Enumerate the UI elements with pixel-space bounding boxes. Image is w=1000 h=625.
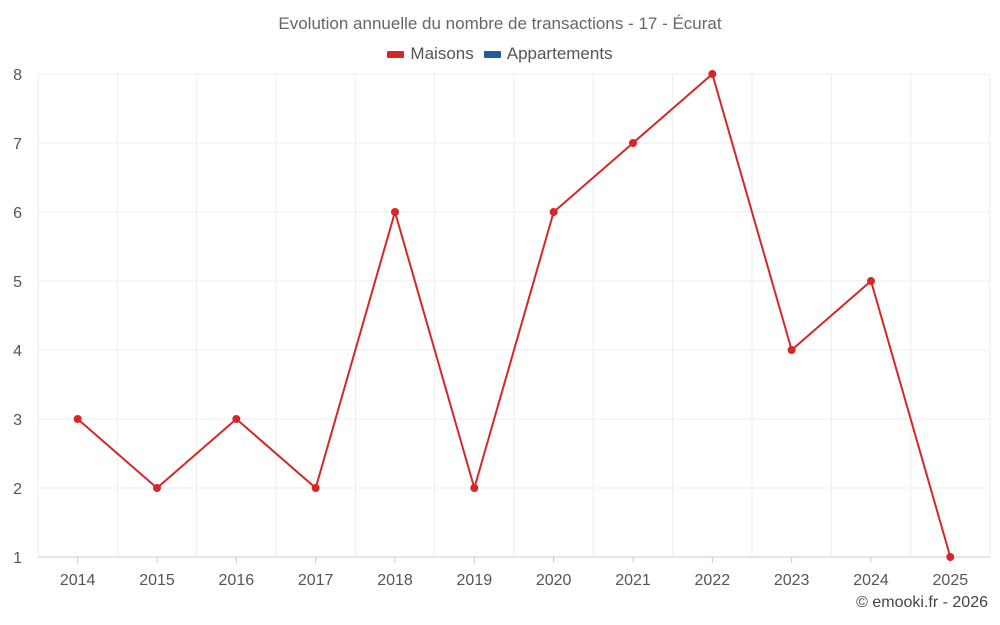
data-point[interactable] xyxy=(629,139,637,147)
x-tick-label: 2021 xyxy=(615,572,651,589)
x-tick-label: 2022 xyxy=(695,572,731,589)
series-line-maisons xyxy=(77,73,952,558)
y-tick-label: 3 xyxy=(13,412,22,429)
legend-swatch-maisons xyxy=(387,50,405,58)
x-tick-label: 2024 xyxy=(853,572,889,589)
x-tick-label: 2018 xyxy=(377,572,413,589)
x-tick-label: 2025 xyxy=(933,572,969,589)
y-tick-label: 1 xyxy=(13,550,22,567)
x-tick-label: 2017 xyxy=(298,572,334,589)
y-tick-label: 2 xyxy=(13,481,22,498)
legend-label-maisons: Maisons xyxy=(410,44,474,63)
y-tick-label: 4 xyxy=(13,343,22,360)
y-tick-label: 6 xyxy=(13,205,22,222)
data-point[interactable] xyxy=(232,415,241,423)
y-tick-label: 7 xyxy=(13,136,22,153)
legend-item-maisons[interactable]: Maisons xyxy=(387,44,474,64)
x-tick-label: 2019 xyxy=(457,572,493,589)
x-tick-label: 2023 xyxy=(774,572,810,589)
data-point[interactable] xyxy=(787,346,796,354)
x-tick-label: 2014 xyxy=(60,572,96,589)
x-tick-label: 2020 xyxy=(536,572,572,589)
data-point[interactable] xyxy=(73,415,82,423)
legend-item-appartements[interactable]: Appartements xyxy=(483,44,613,64)
legend-swatch-appartements xyxy=(483,50,501,58)
credit-text: © emooki.fr - 2026 xyxy=(856,594,988,611)
y-tick-label: 8 xyxy=(13,67,22,84)
data-point[interactable] xyxy=(549,208,558,216)
legend-label-appartements: Appartements xyxy=(506,44,613,63)
x-tick-label: 2016 xyxy=(219,572,255,589)
data-point[interactable] xyxy=(153,484,161,492)
data-point[interactable] xyxy=(708,70,717,78)
data-point[interactable] xyxy=(470,484,479,492)
y-tick-label: 5 xyxy=(13,274,22,291)
data-point[interactable] xyxy=(867,277,875,285)
data-point[interactable] xyxy=(946,553,955,561)
chart-legend: Maisons Appartements xyxy=(0,44,1000,64)
data-point[interactable] xyxy=(391,208,399,216)
data-point[interactable] xyxy=(311,484,320,492)
x-tick-label: 2015 xyxy=(139,572,175,589)
chart-title: Evolution annuelle du nombre de transact… xyxy=(278,14,722,33)
